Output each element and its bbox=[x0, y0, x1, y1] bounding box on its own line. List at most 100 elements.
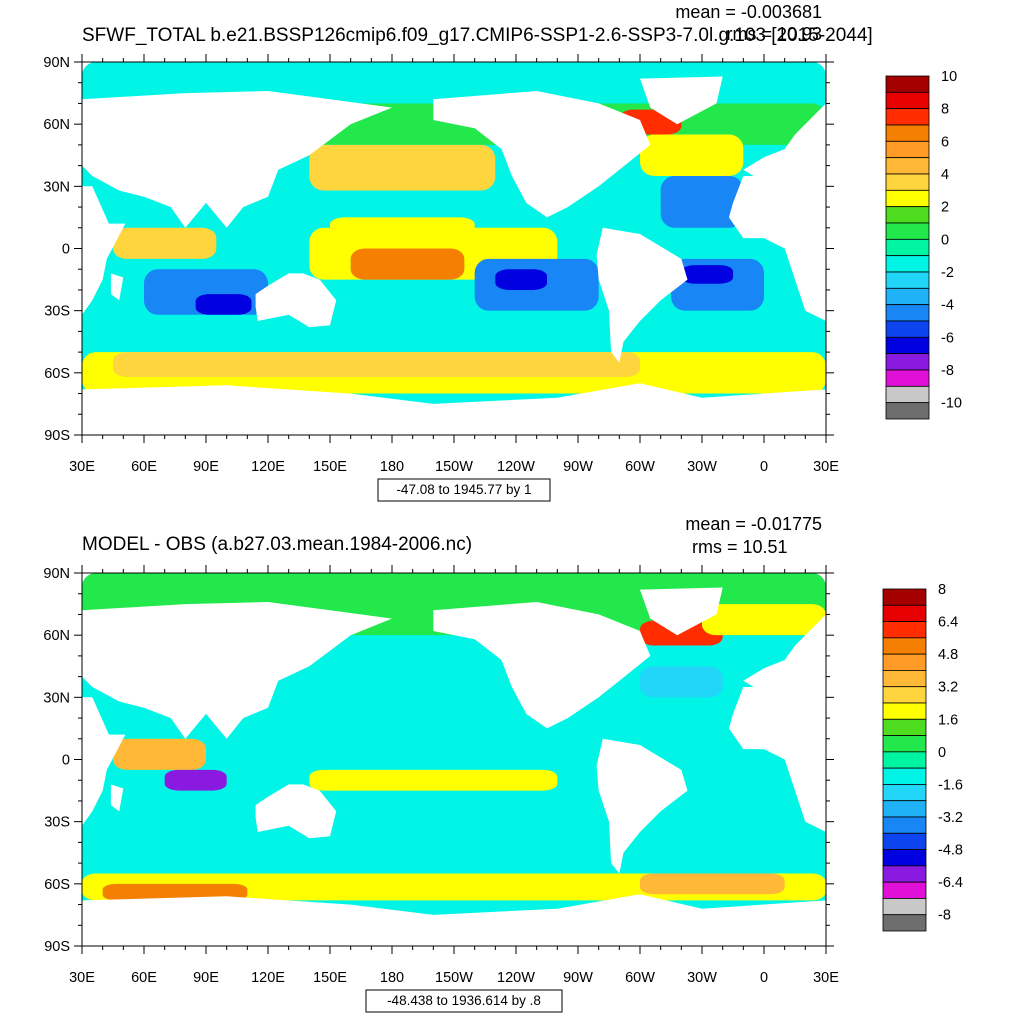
panel2-ticks bbox=[74, 565, 834, 954]
colorbar-box bbox=[885, 255, 930, 273]
panel2-ytick-label: 30N bbox=[43, 690, 70, 706]
panel2-colorbar-label: -6.4 bbox=[938, 875, 963, 891]
panel2-colorbar-label: 1.6 bbox=[938, 712, 958, 728]
field-region bbox=[350, 248, 465, 280]
colorbar-box bbox=[882, 588, 927, 606]
land-africa-east bbox=[82, 697, 126, 826]
panel2-colorbar-boxes bbox=[882, 588, 927, 932]
panel-model-minus-obs: mean = -0.01775 rms = 10.51 MODEL - OBS … bbox=[43, 514, 963, 1013]
panel2-map: 30E 60E 90E 120E 150E 180 150W 120W 90W … bbox=[43, 565, 839, 986]
panel2-contour-info: -48.438 to 1936.614 by .8 bbox=[365, 989, 563, 1013]
colorbar-box bbox=[885, 402, 930, 420]
field-region bbox=[702, 604, 826, 636]
panel1-xtick-label: 90W bbox=[563, 459, 593, 475]
land-antarctica bbox=[82, 894, 826, 946]
panel1-y-tick-labels: 90N 60N 30N 0 30S 60S 90S bbox=[43, 55, 70, 444]
colorbar-box bbox=[885, 222, 930, 240]
panel1-colorbar-label: -6 bbox=[941, 330, 954, 346]
colorbar-box bbox=[885, 157, 930, 175]
colorbar-box bbox=[882, 800, 927, 818]
colorbar-box bbox=[885, 173, 930, 191]
panel1-land bbox=[82, 76, 826, 435]
field-region bbox=[82, 873, 826, 901]
colorbar-box bbox=[882, 670, 927, 688]
panel1-xtick-label: 60E bbox=[131, 459, 157, 475]
colorbar-box bbox=[885, 189, 930, 208]
panel1-colorbar-label: -10 bbox=[941, 396, 962, 412]
panel2-colorbar-label: 4.8 bbox=[938, 647, 958, 663]
panel2-ytick-label: 60S bbox=[44, 877, 70, 893]
field-region bbox=[113, 738, 206, 770]
panel2-xtick-label: 90W bbox=[563, 970, 593, 986]
panel1-title: SFWF_TOTAL b.e21.BSSP126cmip6.f09_g17.CM… bbox=[82, 25, 873, 46]
field-region bbox=[195, 294, 252, 315]
panel1-ytick-label: 30N bbox=[43, 179, 70, 195]
colorbar-box bbox=[882, 865, 927, 883]
colorbar-box bbox=[885, 91, 930, 110]
panel2-rms-label: rms = 10.51 bbox=[692, 537, 788, 557]
panel1-xtick-label: 90E bbox=[193, 459, 219, 475]
panel1-colorbar-label: -8 bbox=[941, 363, 954, 379]
panel1-ytick-label: 30S bbox=[44, 304, 70, 320]
panel2-ytick-label: 90S bbox=[44, 939, 70, 955]
panel2-y-tick-labels: 90N 60N 30N 0 30S 60S 90S bbox=[43, 566, 70, 955]
land-south-america bbox=[596, 738, 688, 874]
panel2-x-tick-labels: 30E 60E 90E 120E 150E 180 150W 120W 90W … bbox=[69, 970, 839, 986]
panel2-title: MODEL - OBS (a.b27.03.mean.1984-2006.nc) bbox=[82, 534, 472, 555]
colorbar-box bbox=[885, 320, 930, 338]
colorbar-box bbox=[882, 702, 927, 720]
panel2-land bbox=[82, 587, 826, 946]
panel1-xtick-label: 120W bbox=[497, 459, 535, 475]
panel1-colorbar-label: 0 bbox=[941, 232, 949, 248]
colorbar-box bbox=[882, 767, 927, 785]
panel1-mean-label: mean = -0.003681 bbox=[675, 2, 822, 22]
panel2-ytick-label: 60N bbox=[43, 628, 70, 644]
panel1-xtick-label: 30E bbox=[69, 459, 95, 475]
panel1-colorbar-label: -4 bbox=[941, 298, 954, 314]
panel2-colorbar-label: 6.4 bbox=[938, 615, 958, 631]
colorbar-box bbox=[885, 206, 930, 224]
panel2-xtick-label: 180 bbox=[380, 970, 404, 986]
field-region bbox=[495, 269, 547, 290]
panel1-x-tick-labels: 30E 60E 90E 120E 150E 180 150W 120W 90W … bbox=[69, 459, 839, 475]
panel2-contour-info-box bbox=[365, 989, 563, 1013]
colorbar-box bbox=[882, 637, 927, 655]
land-north-america bbox=[433, 602, 651, 729]
colorbar-box bbox=[885, 108, 930, 126]
field-region bbox=[640, 134, 744, 176]
colorbar-box bbox=[885, 385, 930, 404]
panel2-colorbar: 8 6.4 4.8 3.2 1.6 0 -1.6 -3.2 -4.8 -6.4 … bbox=[882, 582, 963, 932]
panel2-xtick-label: 30W bbox=[687, 970, 717, 986]
colorbar-box bbox=[882, 718, 927, 736]
land-eurasia bbox=[82, 91, 392, 228]
panel1-colorbar-label: 10 bbox=[941, 69, 957, 85]
panel2-xtick-label: 120E bbox=[251, 970, 285, 986]
field-region bbox=[164, 769, 227, 791]
panel2-xtick-label: 150E bbox=[313, 970, 347, 986]
field-region bbox=[640, 620, 723, 646]
field-region bbox=[640, 666, 723, 698]
panel1-xtick-label: 60W bbox=[625, 459, 655, 475]
panel1-contour-info-box bbox=[377, 478, 551, 502]
panel2-colorbar-label: 3.2 bbox=[938, 680, 958, 696]
field-region bbox=[113, 227, 217, 259]
colorbar-box bbox=[885, 336, 930, 355]
colorbar-box bbox=[885, 238, 930, 257]
land-australia bbox=[255, 784, 337, 839]
colorbar-box bbox=[885, 75, 930, 93]
panel2-mean-label: mean = -0.01775 bbox=[685, 514, 822, 534]
colorbar-box bbox=[882, 751, 927, 769]
land-africa-east bbox=[82, 186, 126, 315]
panel2-colorbar-label: -1.6 bbox=[938, 777, 963, 793]
panel2-xtick-label: 30E bbox=[69, 970, 95, 986]
panel-sfwf-total: mean = -0.003681 rms = 10.93 SFWF_TOTAL … bbox=[43, 2, 962, 502]
colorbar-box bbox=[882, 686, 927, 704]
panel1-colorbar-label: 8 bbox=[941, 102, 949, 118]
colorbar-box bbox=[882, 881, 927, 899]
panel1-ytick-label: 90N bbox=[43, 55, 70, 71]
panel2-colorbar-label: -8 bbox=[938, 908, 951, 924]
colorbar-box bbox=[882, 898, 927, 916]
panel1-xtick-label: 30W bbox=[687, 459, 717, 475]
panel1-rms-label: rms = 10.93 bbox=[726, 24, 822, 44]
